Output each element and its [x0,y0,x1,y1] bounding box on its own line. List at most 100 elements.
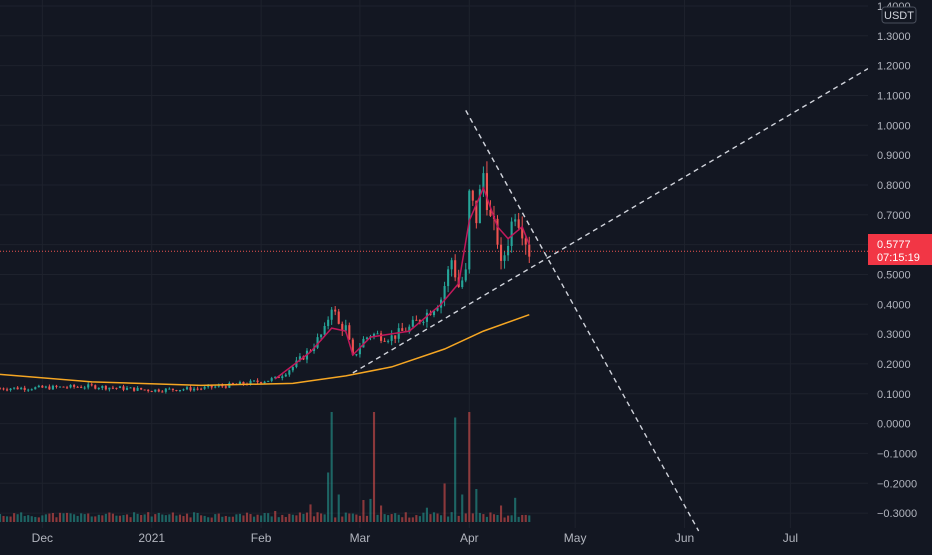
volume-bar [390,514,393,522]
candle-body [185,387,189,390]
volume-bar [51,512,54,522]
candle-body [51,385,54,390]
candle-body [499,244,503,261]
candle-body [178,389,182,392]
candle-body [118,386,122,389]
volume-bar [369,498,372,522]
grid [0,0,868,528]
candle-body [425,312,429,322]
volume-bar [23,515,26,522]
volume-bar [245,512,249,522]
candle-body [464,269,467,281]
candle-body [200,388,203,390]
price-tick-label: 0.7000 [877,210,911,222]
candle-body [514,219,517,222]
volume-bar [48,513,51,522]
volume-bar [242,515,245,522]
volume-bar [295,515,298,522]
volume-bar [492,514,496,522]
volume-bar [217,513,220,522]
time-tick-label: Mar [350,531,371,545]
volume-bar [404,512,407,522]
volume-bar [309,504,312,522]
candle-body [111,387,114,389]
volume-bar [316,512,319,522]
price-tick-label: 1.0000 [877,120,911,132]
candle-body [281,376,284,379]
candle-body [503,255,506,261]
candle-body [207,385,210,387]
candle-body [80,386,83,388]
candle-body [164,388,167,392]
candle-body [150,391,153,393]
price-tick-label: 1.2000 [877,61,911,73]
volume-bar [291,514,294,522]
volume-bar [454,417,457,522]
candle-body [443,286,446,300]
candle-body [337,311,340,324]
volume-bar [157,512,160,522]
volume-bar [178,514,182,522]
volume-bar [73,514,76,522]
volume-bar [503,517,506,522]
time-tick-label: Feb [251,531,272,545]
currency-badge[interactable]: USDT [881,6,917,24]
candle-body [143,389,146,391]
volume-bar [274,511,277,522]
candle-body [23,387,26,390]
candle-body [344,325,347,331]
falling-resistance-trendline[interactable] [465,110,700,532]
volume-bar [207,517,210,522]
candle-body [69,384,72,388]
candle-body [210,385,213,388]
volume-bar [76,515,79,522]
fast-ma-line [274,185,530,380]
volume-bar [288,513,291,522]
candle-body [521,227,524,239]
volume-bar [351,513,354,522]
candle-body [323,325,326,335]
rising-support-trendline[interactable] [352,68,869,374]
candle-body [450,260,453,270]
volume-bar [507,515,510,522]
candle-body [351,339,354,355]
volume-bar [521,514,524,522]
time-tick-label: Jul [783,531,798,545]
volume-bar [101,515,104,522]
volume-bar [122,515,125,522]
volume-bar [457,515,460,522]
price-tick-label: 0.1000 [877,389,911,401]
trendlines[interactable] [352,68,869,532]
volume-bar [478,512,481,522]
candle-body [62,386,65,388]
volume-bar [411,517,414,522]
price-tick-label: −0.1000 [877,448,917,460]
volume-bar [235,514,238,522]
volume-bar [90,516,93,522]
volume-bar [485,516,488,522]
volume-bar [171,512,174,522]
candle-body [365,337,369,339]
volume-bar [443,483,446,522]
volume-bar [196,512,199,522]
candle-body [298,356,301,361]
volume-bar [429,514,432,522]
price-tick-label: −0.2000 [877,478,917,490]
candle-body [510,221,513,246]
candle-body [58,386,62,388]
candle-body [16,387,19,390]
last-price-label: 0.5777 [877,239,911,251]
time-axis[interactable]: Dec 2021 Feb Mar Apr May Jun Jul [32,531,798,545]
volume-bar [44,514,47,522]
candles [0,161,531,394]
volume-bar [164,515,167,522]
candle-body [380,333,383,341]
candle-body [133,387,136,391]
candle-body [256,380,259,383]
volume-bar [425,507,429,522]
candle-body [454,260,457,278]
candle-body [334,309,337,312]
candle-body [115,387,118,389]
